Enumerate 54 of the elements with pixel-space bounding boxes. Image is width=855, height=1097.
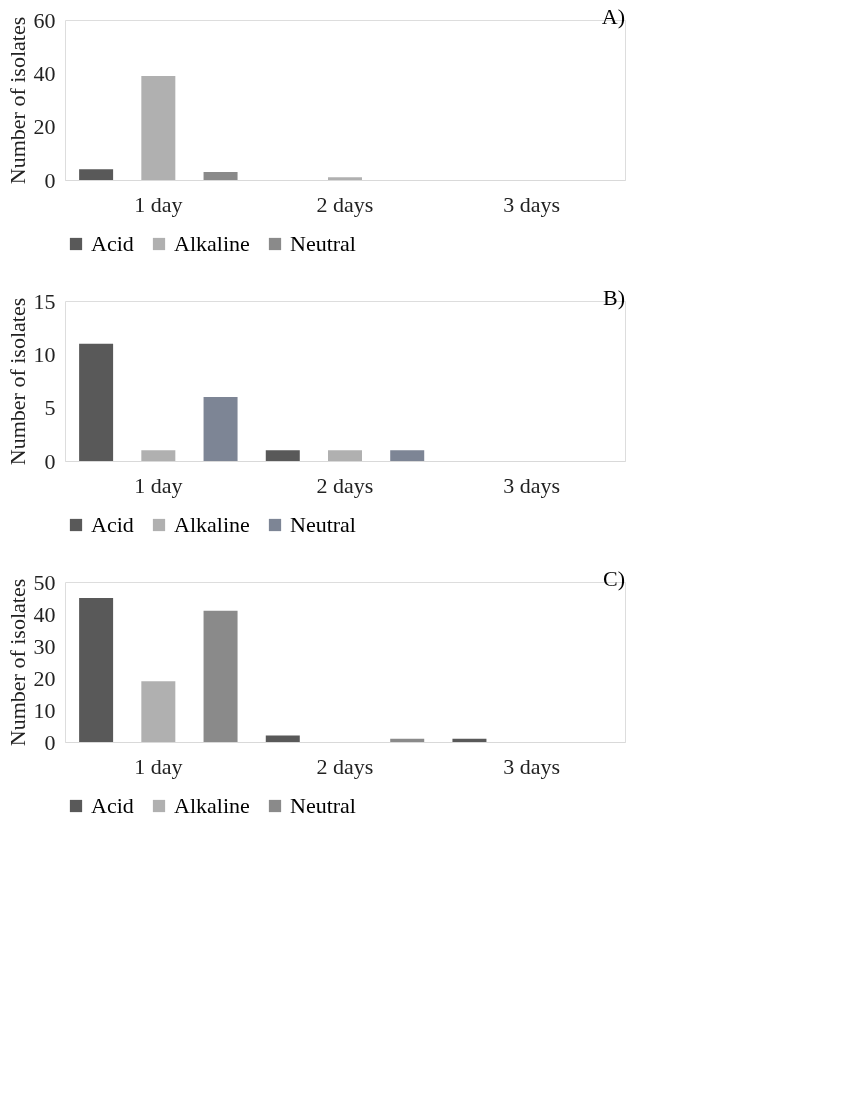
x-tick-label: 1 day [134, 753, 183, 779]
bar [79, 169, 114, 180]
legend-label: Alkaline [174, 231, 250, 256]
chart-title: B) [603, 285, 625, 310]
chart-title: A) [601, 4, 625, 29]
x-tick-label: 3 days [503, 472, 561, 498]
y-tick-label: 0 [44, 729, 56, 755]
legend-label: Acid [91, 231, 134, 256]
legend-label: Neutral [290, 231, 356, 256]
x-tick-label: 3 days [503, 191, 561, 217]
bar [79, 343, 114, 461]
y-axis-title: Number of isolates [4, 297, 30, 466]
bar [141, 681, 176, 742]
x-tick-label: 2 days [316, 472, 374, 498]
bar [203, 397, 238, 461]
bar [203, 610, 238, 742]
y-tick-label: 50 [33, 569, 56, 595]
bar [328, 450, 362, 461]
bar [141, 76, 176, 180]
chart-title: C) [603, 566, 625, 591]
legend-label: Acid [91, 512, 134, 537]
y-tick-label: 30 [33, 633, 56, 659]
x-tick-label: 2 days [316, 191, 374, 217]
bar [79, 598, 114, 742]
bar [452, 738, 487, 742]
y-tick-label: 15 [33, 288, 56, 314]
x-tick-label: 2 days [316, 753, 374, 779]
bar [141, 450, 176, 461]
legend-label: Neutral [290, 512, 356, 537]
legend-label: Alkaline [174, 512, 250, 537]
x-tick-label: 1 day [134, 472, 183, 498]
legend-label: Alkaline [174, 793, 250, 818]
y-tick-label: 60 [33, 7, 56, 33]
y-tick-label: 20 [33, 665, 56, 691]
bar [265, 735, 300, 742]
y-tick-label: 20 [33, 114, 56, 140]
bar [390, 450, 425, 461]
x-tick-label: 1 day [134, 191, 183, 217]
y-tick-label: 10 [33, 341, 56, 367]
bar [390, 738, 425, 742]
x-tick-label: 3 days [503, 753, 561, 779]
y-tick-label: 40 [33, 60, 56, 86]
legend-label: Neutral [290, 793, 356, 818]
bar [328, 177, 362, 180]
y-tick-label: 0 [44, 448, 56, 474]
bar [203, 172, 238, 180]
y-tick-label: 10 [33, 697, 56, 723]
y-tick-label: 0 [44, 167, 56, 193]
y-tick-label: 40 [33, 601, 56, 627]
y-axis-title: Number of isolates [4, 578, 30, 747]
bar [265, 450, 300, 461]
y-tick-label: 5 [44, 395, 56, 421]
legend-label: Acid [91, 793, 134, 818]
y-axis-title: Number of isolates [4, 16, 30, 185]
